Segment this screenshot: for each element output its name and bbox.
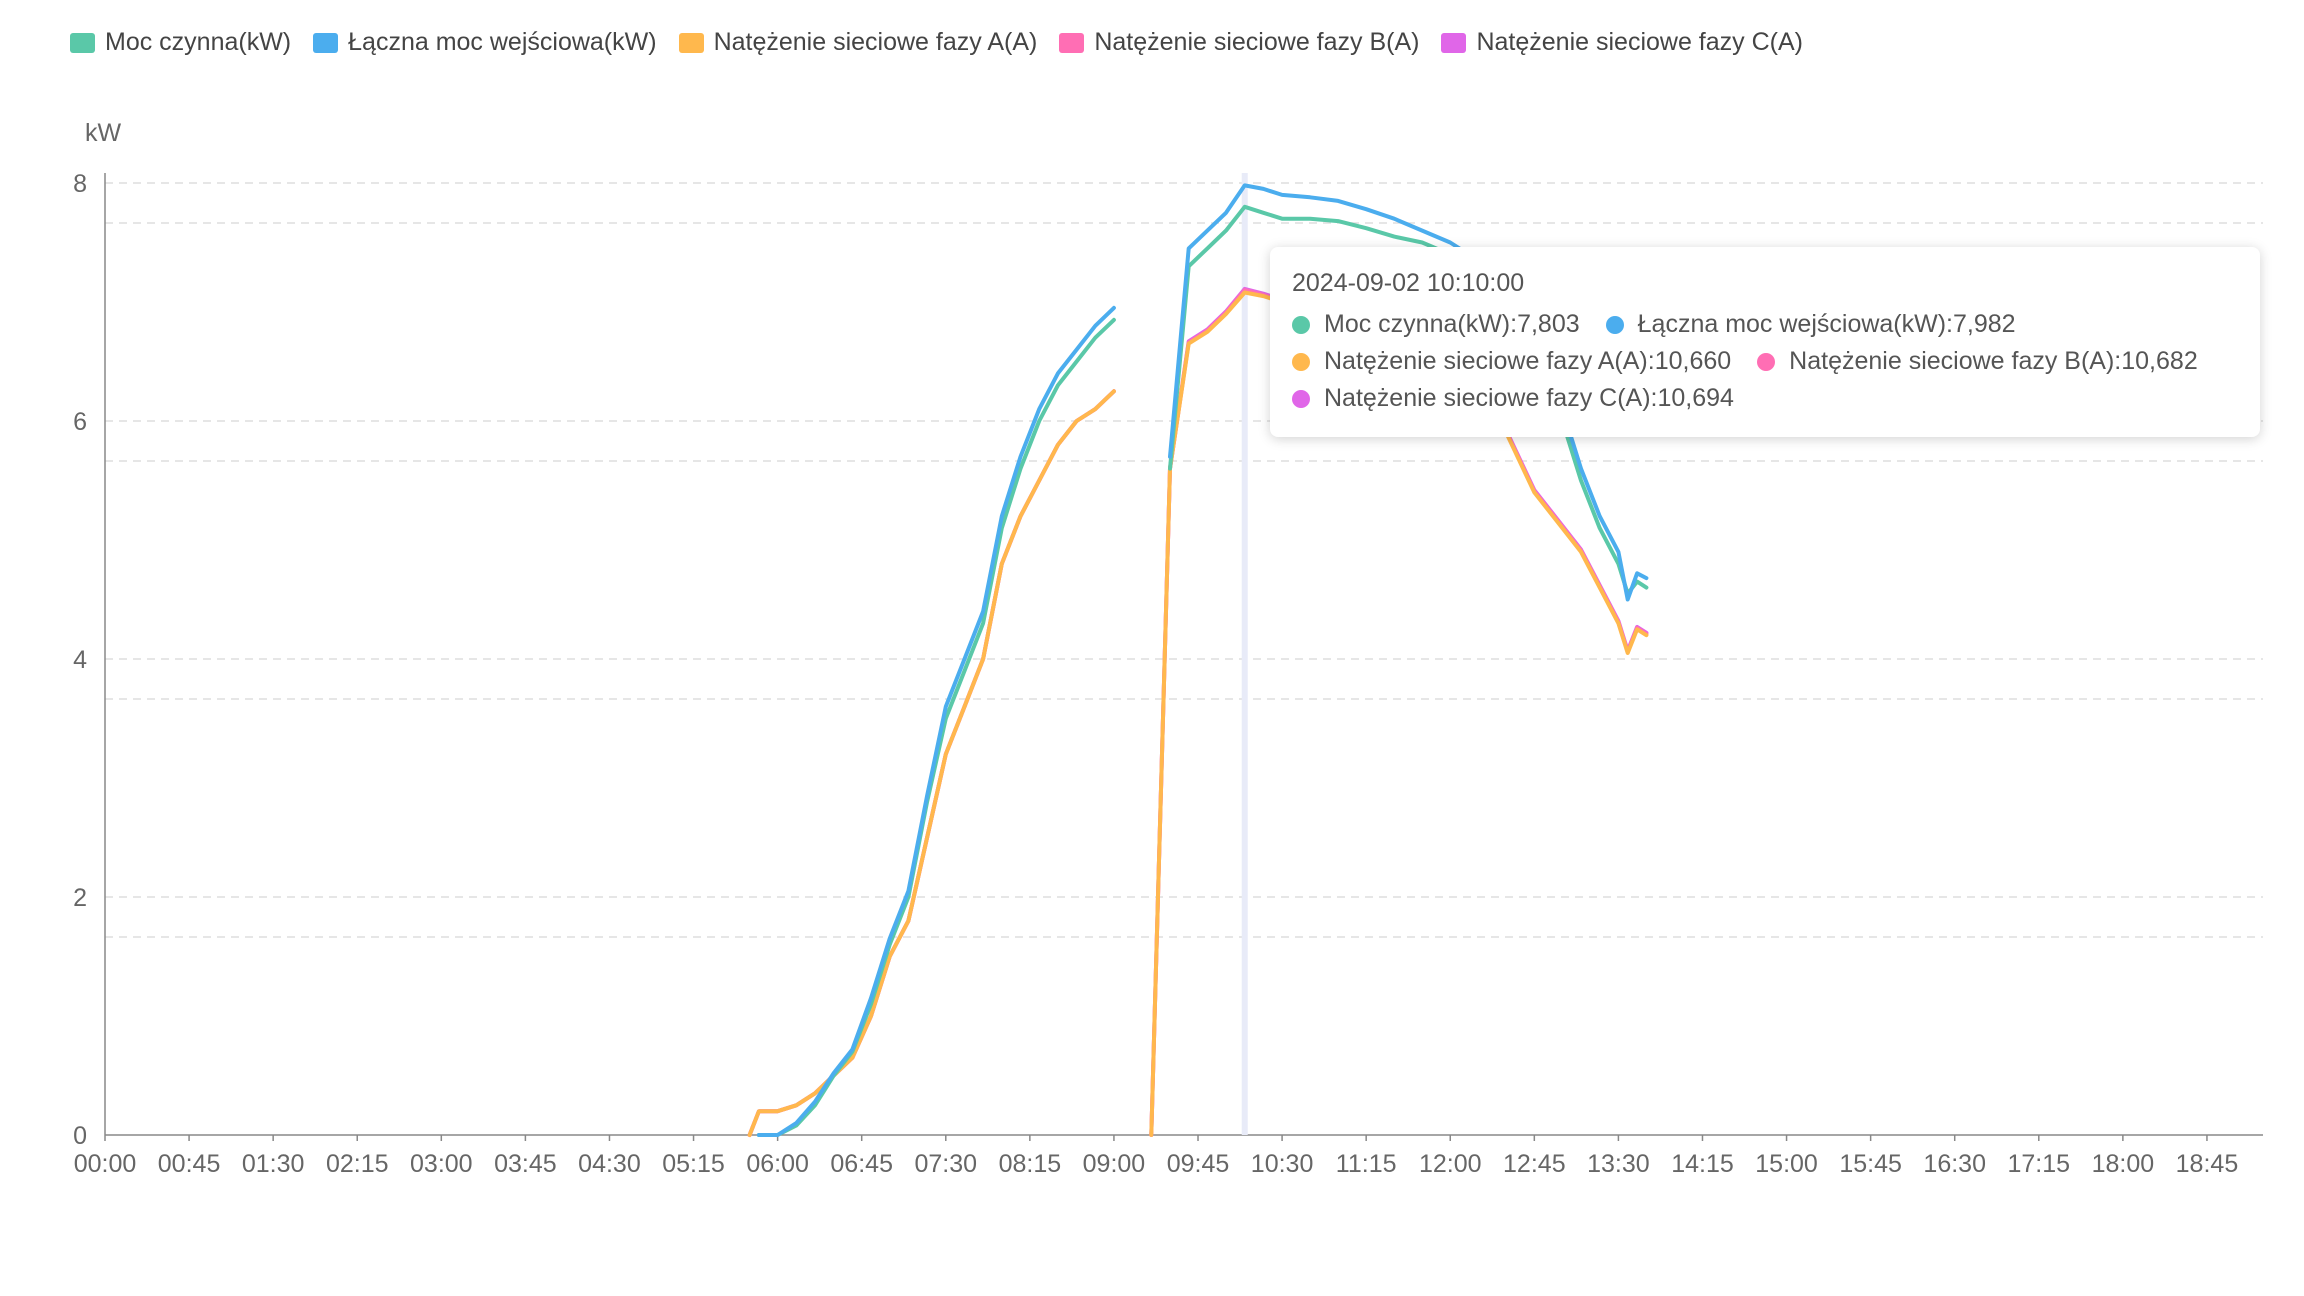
tooltip-row-1: Moc czynna(kW):7,803 Łączna moc wejściow… — [1292, 306, 2238, 343]
x-tick-label: 09:45 — [1167, 1150, 1230, 1178]
series-line-3 — [747, 389, 1116, 1137]
legend-item[interactable]: Łączna moc wejściowa(kW) — [313, 28, 657, 57]
legend-label: Natężenie sieciowe fazy A(A) — [713, 28, 1038, 56]
legend-swatch-icon — [1059, 32, 1085, 53]
tooltip-item-text: Natężenie sieciowe fazy B(A):10,682 — [1789, 347, 2198, 375]
y-tick-label: 2 — [73, 884, 87, 912]
series-dot-icon — [1292, 352, 1310, 371]
x-tick-label: 10:30 — [1251, 1150, 1314, 1178]
y-tick-label: 6 — [73, 408, 87, 436]
tooltip-item-text: Moc czynna(kW):7,803 — [1324, 310, 1580, 338]
legend-label: Moc czynna(kW) — [105, 28, 292, 56]
tooltip-item: Łączna moc wejściowa(kW):7,982 — [1605, 310, 2016, 339]
chart-legend: Moc czynna(kW) Łączna moc wejściowa(kW) Na… — [70, 28, 1803, 57]
legend-swatch-icon — [70, 32, 95, 53]
y-axis-title: kW — [85, 119, 122, 147]
tooltip-row-2: Natężenie sieciowe fazy A(A):10,660 Natę… — [1292, 343, 2238, 380]
series-dot-icon — [1292, 389, 1310, 408]
series-dot-icon — [1605, 315, 1624, 334]
legend-label: Natężenie sieciowe fazy C(A) — [1476, 28, 1803, 56]
series-line-1 — [1168, 183, 1649, 602]
x-tick-label: 18:00 — [2092, 1150, 2155, 1178]
tooltip-row-3: Natężenie sieciowe fazy C(A):10,694 — [1292, 380, 2238, 417]
x-tick-label: 05:15 — [662, 1150, 725, 1178]
legend-swatch-icon — [313, 32, 339, 53]
x-tick-label: 06:00 — [746, 1150, 809, 1178]
x-tick-label: 01:30 — [242, 1150, 305, 1178]
series-line-0 — [1168, 204, 1649, 596]
x-tick-label: 09:00 — [1083, 1150, 1146, 1178]
y-tick-label: 4 — [73, 646, 87, 674]
y-tick-label: 0 — [73, 1122, 87, 1150]
legend-item[interactable]: Natężenie sieciowe fazy B(A) — [1059, 28, 1419, 57]
series-dot-icon — [1292, 315, 1310, 334]
tooltip-item: Natężenie sieciowe fazy B(A):10,682 — [1757, 347, 2198, 376]
x-tick-label: 15:45 — [1839, 1150, 1902, 1178]
tooltip-item: Natężenie sieciowe fazy C(A):10,694 — [1292, 384, 1734, 413]
x-tick-label: 00:00 — [74, 1150, 137, 1178]
x-tick-label: 02:15 — [326, 1150, 389, 1178]
x-tick-label: 03:45 — [494, 1150, 557, 1178]
x-tick-label: 06:45 — [830, 1150, 893, 1178]
series-dot-icon — [1757, 352, 1776, 371]
legend-item[interactable]: Natężenie sieciowe fazy C(A) — [1441, 28, 1803, 57]
series-line-2 — [747, 389, 1116, 1137]
x-tick-label: 04:30 — [578, 1150, 641, 1178]
tooltip-item-text: Natężenie sieciowe fazy C(A):10,694 — [1324, 384, 1734, 412]
series-line-4 — [747, 389, 1116, 1137]
legend-item[interactable]: Natężenie sieciowe fazy A(A) — [678, 28, 1038, 57]
tooltip-item-text: Natężenie sieciowe fazy A(A):10,660 — [1324, 347, 1732, 375]
tooltip-item-text: Łączna moc wejściowa(kW):7,982 — [1637, 310, 2016, 338]
x-tick-label: 12:45 — [1503, 1150, 1566, 1178]
x-tick-label: 16:30 — [1923, 1150, 1986, 1178]
x-tick-label: 11:15 — [1336, 1150, 1397, 1178]
x-tick-label: 14:15 — [1671, 1150, 1734, 1178]
y-tick-label: 8 — [73, 170, 87, 198]
x-tick-label: 13:30 — [1587, 1150, 1650, 1178]
x-tick-label: 08:15 — [999, 1150, 1062, 1178]
tooltip-item: Natężenie sieciowe fazy A(A):10,660 — [1292, 347, 1731, 376]
tooltip-item: Moc czynna(kW):7,803 — [1292, 310, 1580, 339]
legend-swatch-icon — [1441, 32, 1467, 53]
x-tick-label: 12:00 — [1419, 1150, 1482, 1178]
legend-label: Natężenie sieciowe fazy B(A) — [1094, 28, 1420, 56]
series-line-1 — [756, 305, 1116, 1137]
x-tick-label: 07:30 — [914, 1150, 977, 1178]
legend-swatch-icon — [678, 32, 704, 53]
x-tick-label: 18:45 — [2176, 1150, 2239, 1178]
tooltip-time: 2024-09-02 10:10:00 — [1292, 269, 1525, 297]
chart-tooltip: 2024-09-02 10:10:00 Moc czynna(kW):7,803… — [1270, 247, 2260, 437]
x-tick-label: 00:45 — [158, 1150, 221, 1178]
x-tick-label: 15:00 — [1755, 1150, 1818, 1178]
legend-item[interactable]: Moc czynna(kW) — [70, 28, 291, 57]
x-tick-label: 03:00 — [410, 1150, 473, 1178]
x-tick-label: 17:15 — [2008, 1150, 2071, 1178]
legend-label: Łączna moc wejściowa(kW) — [348, 28, 657, 56]
